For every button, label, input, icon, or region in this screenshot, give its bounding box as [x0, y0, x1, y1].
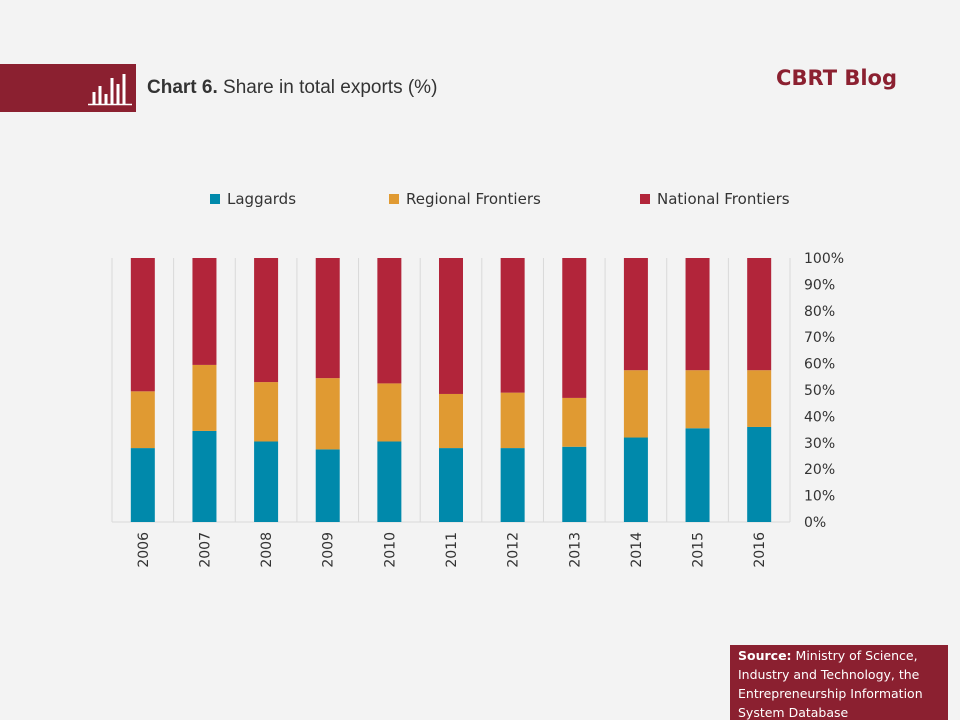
bar-regional-frontiers-2016 [747, 370, 771, 427]
bar-laggards-2008 [254, 441, 278, 522]
bar-regional-frontiers-2011 [439, 394, 463, 448]
bar-national-frontiers-2014 [624, 258, 648, 370]
bar-national-frontiers-2012 [501, 258, 525, 393]
bar-regional-frontiers-2007 [192, 365, 216, 431]
x-tick-label: 2007 [197, 532, 213, 568]
x-tick-label: 2010 [382, 532, 398, 568]
x-tick-label: 2012 [506, 532, 522, 568]
bar-national-frontiers-2016 [747, 258, 771, 370]
y-axis-ticks: 0% 10% 20% 30% 40% 50% 60% 70% 80% 90% 100% [804, 251, 844, 531]
y-tick-label: 60% [804, 357, 835, 373]
bar-laggards-2012 [501, 448, 525, 522]
bar-national-frontiers-2010 [377, 258, 401, 383]
y-tick-label: 80% [804, 304, 835, 320]
bar-laggards-2015 [686, 428, 710, 522]
y-tick-label: 10% [804, 489, 835, 505]
y-tick-label: 50% [804, 383, 835, 399]
bar-national-frontiers-2009 [316, 258, 340, 378]
bar-laggards-2016 [747, 427, 771, 522]
bar-national-frontiers-2008 [254, 258, 278, 382]
x-tick-label: 2015 [691, 532, 707, 568]
bar-regional-frontiers-2009 [316, 378, 340, 449]
bar-national-frontiers-2007 [192, 258, 216, 365]
bar-national-frontiers-2006 [131, 258, 155, 391]
bar-laggards-2011 [439, 448, 463, 522]
bar-regional-frontiers-2010 [377, 383, 401, 441]
bar-laggards-2007 [192, 431, 216, 522]
x-tick-label: 2009 [321, 532, 337, 568]
bar-laggards-2014 [624, 438, 648, 522]
y-tick-label: 90% [804, 277, 835, 293]
bar-laggards-2009 [316, 449, 340, 522]
x-tick-label: 2008 [259, 532, 275, 568]
x-tick-label: 2016 [752, 532, 768, 568]
bar-regional-frontiers-2008 [254, 382, 278, 441]
source-label: Source: [738, 648, 792, 663]
bar-laggards-2013 [562, 447, 586, 522]
bar-regional-frontiers-2014 [624, 370, 648, 437]
x-axis-ticks: 2006 2007 2008 2009 2010 2011 2012 2013 2014 2015… [136, 532, 768, 568]
source-note: Source: Ministry of Science, Industry an… [730, 645, 948, 720]
y-tick-label: 100% [804, 251, 844, 267]
bar-regional-frontiers-2013 [562, 398, 586, 447]
x-tick-label: 2006 [136, 532, 152, 568]
y-tick-label: 20% [804, 462, 835, 478]
bar-national-frontiers-2011 [439, 258, 463, 394]
y-tick-label: 70% [804, 330, 835, 346]
bar-national-frontiers-2013 [562, 258, 586, 398]
y-tick-label: 0% [804, 515, 826, 531]
x-tick-label: 2014 [629, 532, 645, 568]
y-tick-label: 30% [804, 436, 835, 452]
bar-laggards-2010 [377, 441, 401, 522]
bar-regional-frontiers-2015 [686, 370, 710, 428]
bars [131, 258, 771, 522]
bar-regional-frontiers-2006 [131, 391, 155, 448]
bar-laggards-2006 [131, 448, 155, 522]
bar-regional-frontiers-2012 [501, 393, 525, 448]
bar-national-frontiers-2015 [686, 258, 710, 370]
y-tick-label: 40% [804, 409, 835, 425]
x-tick-label: 2013 [567, 532, 583, 568]
stacked-bar-chart: 0%10%20%30%40%50%60%70%80%90%100% 2006 20… [0, 0, 960, 720]
x-tick-label: 2011 [444, 532, 460, 568]
